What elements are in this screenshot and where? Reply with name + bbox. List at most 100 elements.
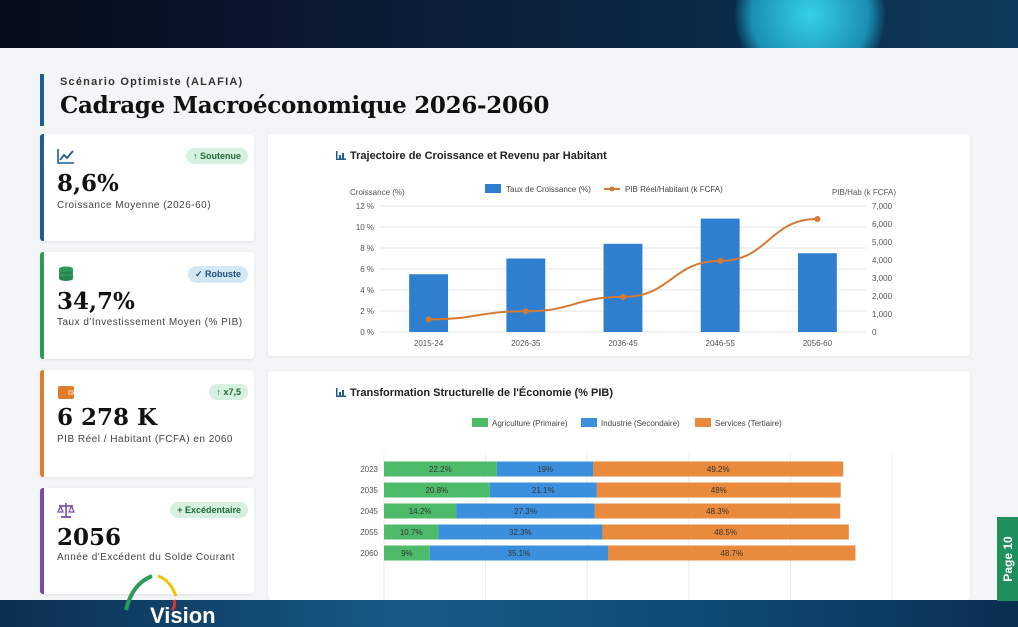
coins-icon	[59, 266, 73, 281]
page-subtitle: Scénario Optimiste (ALAFIA)	[60, 76, 244, 88]
y-tick-label: 10 %	[356, 223, 374, 232]
line-point	[717, 257, 724, 264]
chart-title-text: Transformation Structurelle de l'Économi…	[350, 387, 613, 399]
kpi-card-investment: ✓ Robuste 34,7% Taux d'Investissement Mo…	[40, 252, 254, 359]
chart-title-text: Trajectoire de Croissance et Revenu par …	[350, 150, 607, 162]
data-label: 10.7%	[400, 528, 423, 537]
kpi-value: 8,6%	[57, 170, 119, 197]
y-tick-label: 2023	[360, 465, 378, 474]
y2-tick-label: 2,000	[872, 292, 893, 301]
y-tick-label: 8 %	[360, 244, 374, 253]
balance-scale-icon	[57, 503, 75, 518]
chart-icon	[336, 388, 346, 397]
kpi-value: 34,7%	[57, 288, 135, 315]
trend-chart-icon	[57, 149, 74, 164]
line-point	[425, 316, 432, 323]
stacked-segment	[594, 503, 841, 519]
x-tick-label: 2056-60	[803, 339, 833, 348]
stacked-segment	[438, 524, 603, 540]
legend-swatch-bar	[485, 184, 501, 193]
legend-label: Industrie (Secondaire)	[601, 419, 680, 428]
status-badge: ✓ Robuste	[187, 266, 248, 283]
kpi-card-gdp-per-capita: ↑ x7,5 6 278 K PIB Réel / Habitant (FCFA…	[40, 370, 254, 477]
chart-icon	[336, 151, 346, 160]
bottom-banner	[0, 600, 1018, 627]
data-label: 20.8%	[425, 486, 448, 495]
structure-stacked-chart: 0 %20 %40 %60 %80 %100 %202322.2%19%49.2…	[360, 418, 903, 625]
stacked-segment	[593, 461, 844, 477]
x-tick-label: 2015-24	[414, 339, 444, 348]
growth-combo-chart: Croissance (%) PIB/Hab (k FCFA) 0 % 2 % 4 % 6…	[350, 184, 896, 348]
vision-logo-icon	[124, 574, 178, 612]
data-label: 48.3%	[706, 507, 729, 516]
x-tick-label: 2046-55	[706, 339, 736, 348]
data-label: 35.1%	[508, 549, 531, 558]
kpi-accent	[40, 134, 44, 241]
legend-label: Services (Tertiaire)	[715, 419, 782, 428]
data-label: 32.3%	[509, 528, 532, 537]
x-tick-label: 2036-45	[608, 339, 638, 348]
data-label: 48.7%	[720, 549, 743, 558]
legend-swatch	[472, 418, 488, 427]
kpi-value: 6 278 K	[57, 404, 158, 431]
line-point	[814, 215, 821, 222]
y-tick-label: 2055	[360, 528, 378, 537]
stacked-segment	[496, 461, 594, 477]
status-badge: + Excédentaire	[170, 502, 248, 518]
kpi-accent	[40, 370, 44, 477]
top-banner	[0, 0, 1018, 48]
data-label: 22.2%	[429, 465, 452, 474]
y2-tick-label: 4,000	[872, 256, 893, 265]
growth-bar	[603, 243, 643, 332]
status-badge: ↑ x7,5	[209, 384, 248, 400]
stacked-segment	[384, 524, 439, 540]
line-point	[620, 293, 626, 300]
growth-bar	[797, 253, 837, 332]
kpi-accent	[40, 252, 44, 359]
wallet-icon	[58, 386, 74, 399]
y-tick-label: 0 %	[360, 328, 374, 337]
status-badge: ↑ Soutenue	[185, 148, 248, 164]
slide: Scénario Optimiste (ALAFIA) Cadrage Macr…	[0, 48, 1018, 625]
y-tick-label: 12 %	[356, 202, 374, 211]
growth-bar	[700, 218, 740, 332]
stacked-segment	[384, 482, 490, 498]
y2-tick-label: 6,000	[872, 220, 893, 229]
y-tick-label: 2035	[360, 486, 378, 495]
kpi-value: 2056	[57, 524, 122, 551]
y2-tick-label: 5,000	[872, 238, 893, 247]
data-label: 48%	[711, 486, 727, 495]
legend-label: PIB Réel/Habitant (k FCFA)	[625, 185, 723, 194]
data-label: 49.2%	[707, 465, 730, 474]
y2-axis-label: PIB/Hab (k FCFA)	[832, 188, 896, 197]
x-tick-label: 2026-35	[511, 339, 541, 348]
kpi-accent	[40, 488, 44, 594]
y-tick-label: 2060	[360, 549, 378, 558]
kpi-label: Année d'Excédent du Solde Courant	[57, 552, 235, 563]
legend-swatch-point	[609, 186, 615, 192]
data-label: 21.1%	[532, 486, 555, 495]
y-tick-label: 2045	[360, 507, 378, 516]
kpi-card-growth: ↑ Soutenue 8,6% Croissance Moyenne (2026…	[40, 134, 254, 241]
y-tick-label: 2 %	[360, 307, 374, 316]
stacked-segment	[384, 461, 497, 477]
logo-text: Vision	[150, 603, 216, 627]
stacked-segment	[384, 545, 430, 561]
page-title: Cadrage Macroéconomique 2026-2060	[60, 92, 550, 119]
legend-label: Taux de Croissance (%)	[506, 185, 591, 194]
kpi-label: Croissance Moyenne (2026-60)	[57, 200, 212, 211]
y-tick-label: 4 %	[360, 286, 374, 295]
stacked-segment	[384, 503, 457, 519]
kpi-label: PIB Réel / Habitant (FCFA) en 2060	[57, 434, 233, 445]
y-tick-label: 6 %	[360, 265, 374, 274]
stacked-segment	[489, 482, 597, 498]
data-label: 19%	[537, 465, 553, 474]
y2-tick-label: 3,000	[872, 274, 893, 283]
title-accent-bar	[40, 74, 44, 126]
y2-tick-label: 1,000	[872, 310, 893, 319]
stacked-segment	[602, 524, 849, 540]
kpi-label: Taux d'Investissement Moyen (% PIB)	[57, 317, 243, 328]
data-label: 27.3%	[514, 507, 537, 516]
stacked-segment	[456, 503, 595, 519]
decorative-orb	[735, 0, 885, 48]
